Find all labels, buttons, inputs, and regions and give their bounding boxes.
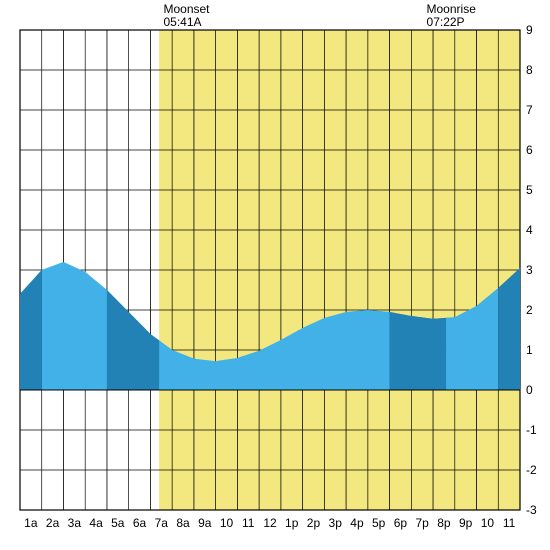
xtick-10: 11 (242, 516, 254, 530)
ytick--3: -3 (526, 503, 537, 517)
xtick-19: 8p (437, 516, 450, 530)
ytick-1: 1 (526, 343, 533, 357)
xtick-0: 1a (24, 516, 37, 530)
ytick-2: 2 (526, 303, 533, 317)
xtick-18: 7p (415, 516, 428, 530)
ytick--1: -1 (526, 423, 537, 437)
ytick-8: 8 (526, 63, 533, 77)
xtick-9: 10 (220, 516, 233, 530)
tide-chart: -3-2-101234567891a2a3a4a5a6a7a8a9a101112… (0, 0, 550, 550)
xtick-1: 2a (46, 516, 59, 530)
xtick-4: 5a (111, 516, 124, 530)
xtick-7: 8a (176, 516, 189, 530)
ytick-6: 6 (526, 143, 533, 157)
moonset-time: 05:41A (163, 15, 201, 29)
ytick-4: 4 (526, 223, 533, 237)
xtick-14: 3p (329, 516, 342, 530)
xtick-11: 12 (263, 516, 276, 530)
chart-svg (0, 0, 550, 550)
xtick-2: 3a (68, 516, 81, 530)
ytick-7: 7 (526, 103, 533, 117)
xtick-6: 7a (155, 516, 168, 530)
xtick-17: 6p (394, 516, 407, 530)
ytick--2: -2 (526, 463, 537, 477)
xtick-22: 11 (503, 516, 515, 530)
xtick-15: 4p (350, 516, 363, 530)
ytick-3: 3 (526, 263, 533, 277)
ytick-5: 5 (526, 183, 533, 197)
xtick-13: 2p (307, 516, 320, 530)
xtick-21: 10 (481, 516, 494, 530)
moonrise-time: 07:22P (427, 15, 465, 29)
xtick-12: 1p (285, 516, 298, 530)
ytick-9: 9 (526, 23, 533, 37)
ytick-0: 0 (526, 383, 533, 397)
xtick-16: 5p (372, 516, 385, 530)
xtick-5: 6a (133, 516, 146, 530)
xtick-20: 9p (459, 516, 472, 530)
xtick-3: 4a (89, 516, 102, 530)
xtick-8: 9a (198, 516, 211, 530)
